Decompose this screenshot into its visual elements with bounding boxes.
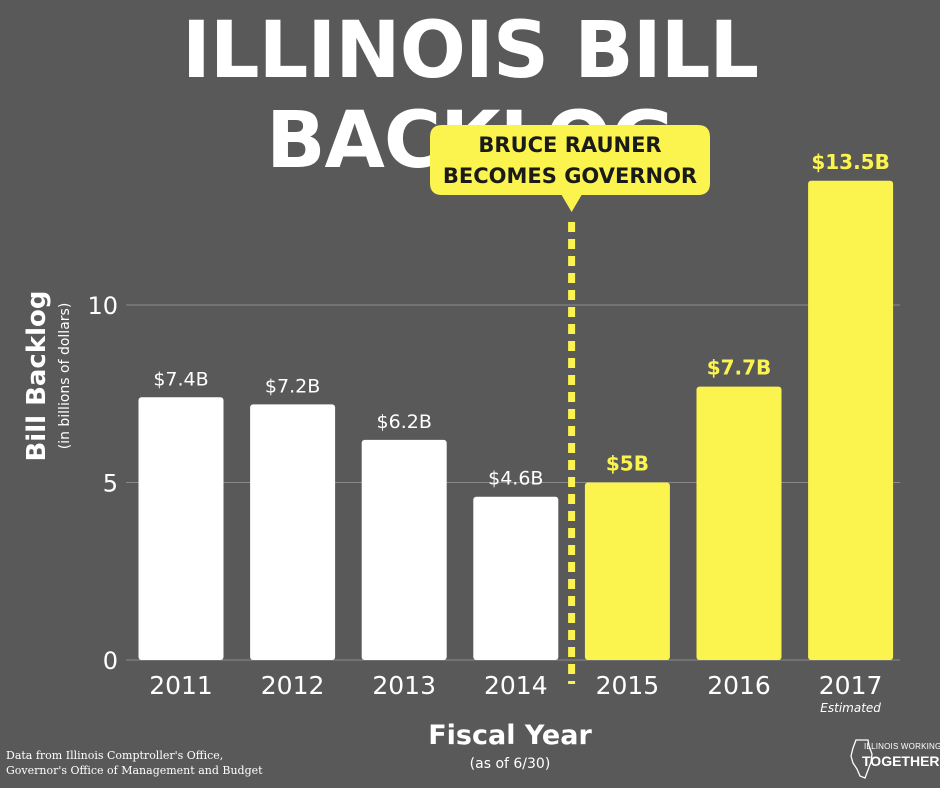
illinois-working-together-logo: ILLINOIS WORKING TOGETHER [848,736,940,780]
x-tick-label-2012: 2012 [261,671,325,700]
x-tick-label-2017: 2017 [819,671,883,700]
bar-2014 [473,496,559,660]
value-label-2014: $4.6B [488,468,543,490]
source-note: Data from Illinois Comptroller's Office,… [6,748,263,778]
logo-line-2: TOGETHER [862,753,940,769]
illinois-state-outline-icon [850,739,873,779]
y-axis-ticks: 0 5 10 [87,292,118,675]
y-tick-label-5: 5 [103,470,118,498]
bars [138,180,894,660]
value-label-2017: $13.5B [811,150,890,174]
x-tick-label-2015: 2015 [596,671,660,700]
logo-line-1: ILLINOIS WORKING [864,742,940,751]
source-line-1: Data from Illinois Comptroller's Office, [6,749,224,762]
y-axis-sublabel: (in billions of dollars) [57,303,73,450]
y-tick-label-0: 0 [103,647,118,675]
source-line-2: Governor's Office of Management and Budg… [6,764,263,777]
x-tick-label-2011: 2011 [149,671,213,700]
value-label-2011: $7.4B [153,368,208,390]
bar-2011 [138,397,224,660]
value-label-2013: $6.2B [377,411,432,433]
bar-2015 [584,482,670,660]
value-labels: $7.4B $7.2B $6.2B $4.6B $5B $7.7B $13.5B [153,150,890,490]
y-axis-label: Bill Backlog [22,290,52,461]
x-tick-label-2016: 2016 [707,671,771,700]
value-label-2016: $7.7B [707,356,772,380]
bar-2012 [250,404,336,660]
x-tick-note-2017: Estimated [820,701,881,715]
bar-2017 [808,180,894,660]
x-axis-sublabel: (as of 6/30) [470,756,551,772]
x-axis-label: Fiscal Year [428,720,592,751]
bar-2013 [361,439,447,660]
x-tick-label-2014: 2014 [484,671,548,700]
callout-bubble [430,125,710,212]
value-label-2012: $7.2B [265,375,320,397]
callout-line-1: BRUCE RAUNER [478,133,661,157]
value-label-2015: $5B [606,452,649,476]
callout: BRUCE RAUNER BECOMES GOVERNOR [430,125,710,212]
y-tick-label-10: 10 [87,292,118,320]
bar-2016 [696,386,782,660]
x-tick-label-2013: 2013 [372,671,436,700]
callout-line-2: BECOMES GOVERNOR [443,164,697,188]
